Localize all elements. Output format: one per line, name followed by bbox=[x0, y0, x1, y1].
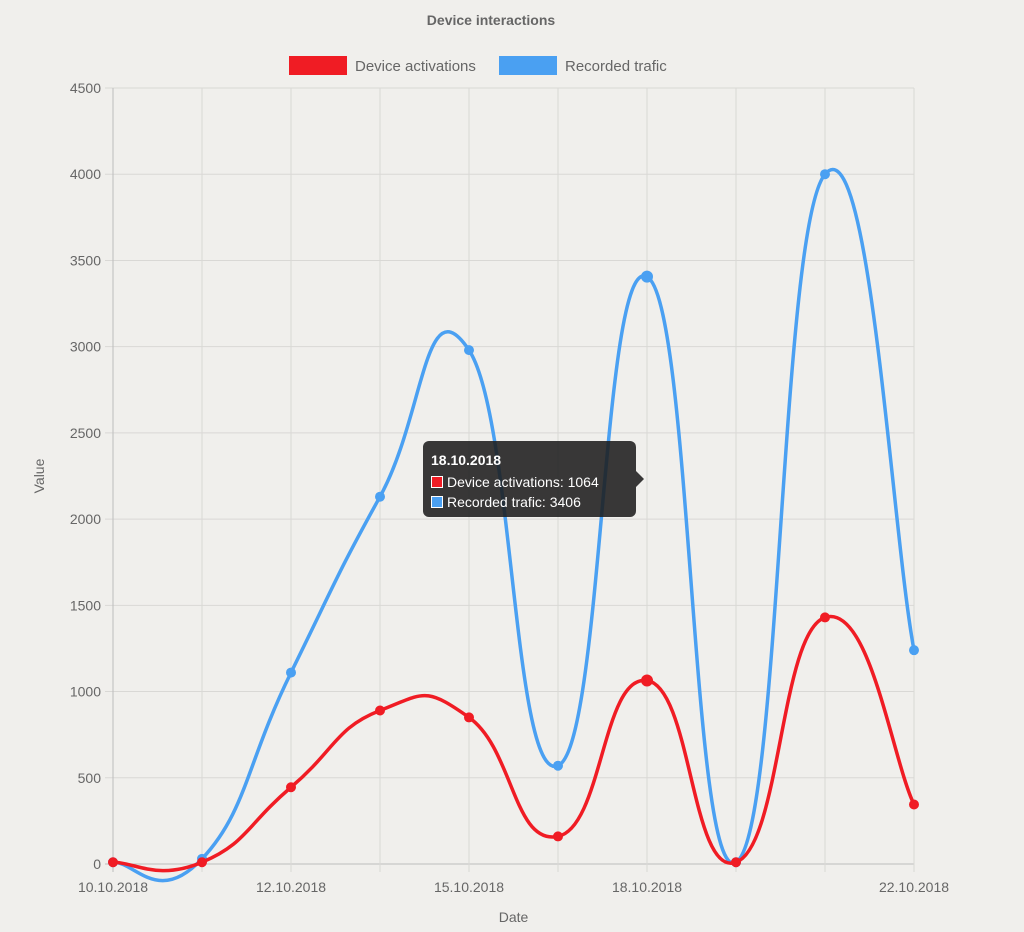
tooltip-swatch-activations bbox=[431, 476, 443, 488]
y-tick-label: 4000 bbox=[70, 166, 101, 182]
data-point bbox=[731, 857, 741, 868]
data-point bbox=[375, 705, 385, 716]
y-tick-label: 3500 bbox=[70, 252, 101, 268]
series-line bbox=[112, 168, 916, 883]
data-point bbox=[553, 831, 563, 842]
data-point bbox=[909, 799, 919, 810]
x-axis-title: Date bbox=[499, 909, 529, 925]
data-point bbox=[909, 645, 919, 656]
data-point bbox=[820, 169, 830, 180]
data-point bbox=[108, 857, 118, 868]
legend-swatch bbox=[499, 56, 557, 75]
chart-tooltip: 18.10.2018 Device activations: 1064 Reco… bbox=[423, 441, 644, 517]
data-point bbox=[820, 612, 830, 623]
data-point bbox=[197, 857, 207, 868]
y-tick-label: 3000 bbox=[70, 339, 101, 355]
tooltip-title: 18.10.2018 bbox=[431, 452, 502, 468]
tooltip-row-activations: Device activations: 1064 bbox=[431, 472, 628, 492]
data-point bbox=[464, 345, 474, 356]
x-tick-label: 12.10.2018 bbox=[256, 879, 326, 895]
legend: Device activations Recorded trafic bbox=[289, 56, 667, 75]
y-tick-label: 4500 bbox=[70, 80, 101, 96]
y-tick-label: 500 bbox=[78, 770, 102, 786]
data-point bbox=[375, 491, 385, 502]
y-tick-label: 1000 bbox=[70, 684, 101, 700]
data-point bbox=[286, 667, 296, 678]
x-tick-label: 18.10.2018 bbox=[612, 879, 682, 895]
data-point bbox=[286, 782, 296, 793]
data-point bbox=[553, 760, 563, 771]
y-axis-title: Value bbox=[31, 458, 47, 493]
legend-swatch bbox=[289, 56, 347, 75]
y-tick-label: 1500 bbox=[70, 597, 101, 613]
series-line bbox=[112, 614, 916, 873]
data-point bbox=[641, 674, 653, 687]
tooltip-swatch-traffic bbox=[431, 496, 443, 508]
y-tick-label: 2000 bbox=[70, 511, 101, 527]
data-point bbox=[641, 270, 653, 283]
legend-label: Device activations bbox=[355, 58, 476, 75]
tooltip-row-traffic: Recorded trafic: 3406 bbox=[431, 492, 628, 512]
y-tick-label: 0 bbox=[93, 856, 101, 872]
legend-label: Recorded trafic bbox=[565, 58, 667, 75]
data-point bbox=[464, 712, 474, 723]
x-tick-label: 22.10.2018 bbox=[879, 879, 949, 895]
x-tick-label: 15.10.2018 bbox=[434, 879, 504, 895]
x-tick-label: 10.10.2018 bbox=[78, 879, 148, 895]
y-tick-label: 2500 bbox=[70, 425, 101, 441]
tooltip-text-traffic: Recorded trafic: 3406 bbox=[447, 494, 581, 510]
chart-title: Device interactions bbox=[427, 12, 556, 28]
tooltip-text-activations: Device activations: 1064 bbox=[447, 474, 599, 490]
